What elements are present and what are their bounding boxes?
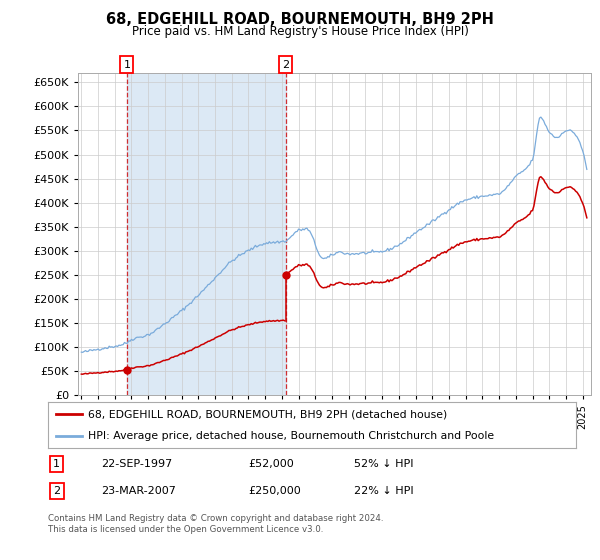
Text: 1: 1 (124, 59, 130, 69)
Text: Contains HM Land Registry data © Crown copyright and database right 2024.: Contains HM Land Registry data © Crown c… (48, 514, 383, 523)
Text: This data is licensed under the Open Government Licence v3.0.: This data is licensed under the Open Gov… (48, 525, 323, 534)
Text: 1: 1 (53, 459, 60, 469)
Text: 2: 2 (53, 486, 61, 496)
Text: Price paid vs. HM Land Registry's House Price Index (HPI): Price paid vs. HM Land Registry's House … (131, 25, 469, 38)
Text: 68, EDGEHILL ROAD, BOURNEMOUTH, BH9 2PH: 68, EDGEHILL ROAD, BOURNEMOUTH, BH9 2PH (106, 12, 494, 27)
Text: £250,000: £250,000 (248, 486, 301, 496)
Bar (127, 73, 286, 395)
Text: 22-SEP-1997: 22-SEP-1997 (101, 459, 172, 469)
Text: 52% ↓ HPI: 52% ↓ HPI (354, 459, 414, 469)
Text: 22% ↓ HPI: 22% ↓ HPI (354, 486, 414, 496)
Text: 2: 2 (282, 59, 289, 69)
Text: 68, EDGEHILL ROAD, BOURNEMOUTH, BH9 2PH (detached house): 68, EDGEHILL ROAD, BOURNEMOUTH, BH9 2PH … (88, 409, 447, 419)
Text: HPI: Average price, detached house, Bournemouth Christchurch and Poole: HPI: Average price, detached house, Bour… (88, 431, 494, 441)
Text: £52,000: £52,000 (248, 459, 295, 469)
Text: 23-MAR-2007: 23-MAR-2007 (101, 486, 176, 496)
